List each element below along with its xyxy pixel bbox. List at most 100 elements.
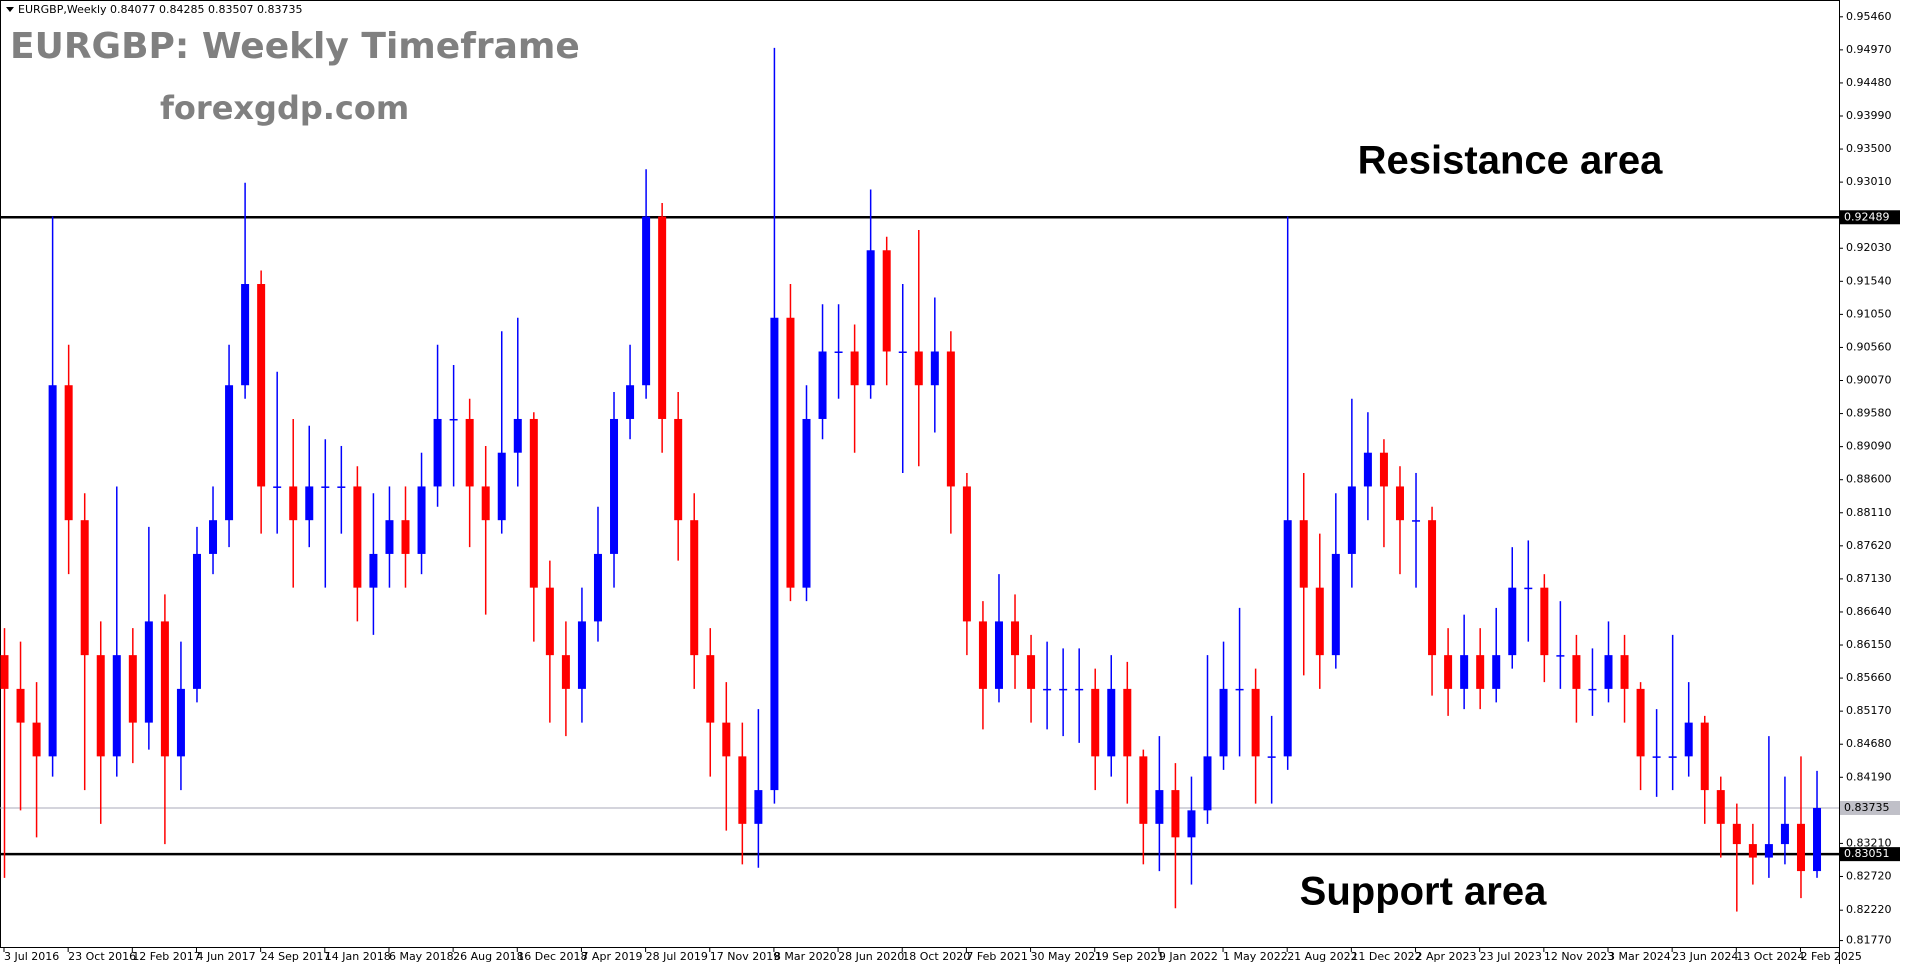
- candle-body: [497, 452, 506, 521]
- y-tick-label: 0.94480: [1846, 76, 1892, 89]
- candle-body: [1813, 807, 1822, 872]
- last-price-line-tag-label: 0.83735: [1844, 801, 1890, 814]
- candle-body: [16, 688, 25, 723]
- x-tick-label: 26 Aug 2018: [453, 950, 523, 963]
- candle-body: [1379, 452, 1388, 487]
- resistance-line-tag: [1840, 210, 1900, 225]
- y-tick-label: 0.88110: [1846, 506, 1892, 519]
- candle-body: [802, 418, 811, 588]
- candle-body: [209, 520, 218, 554]
- x-tick-label: 3 Jul 2016: [4, 950, 59, 963]
- candle-body: [946, 351, 955, 487]
- candle-body: [369, 553, 378, 588]
- candle-body: [257, 284, 266, 487]
- candle-body: [545, 587, 554, 656]
- candle-body: [1540, 587, 1549, 656]
- x-tick-label: 23 Oct 2016: [68, 950, 136, 963]
- candle-body: [1363, 452, 1372, 487]
- candle-body: [754, 790, 763, 824]
- y-tick-label: 0.87130: [1846, 572, 1892, 585]
- candle-body: [321, 486, 330, 488]
- candle-body: [1395, 486, 1404, 521]
- x-tick-label: 2 Apr 2023: [1416, 950, 1477, 963]
- candle-body: [1299, 520, 1308, 588]
- candle-body: [690, 520, 699, 656]
- candle-body: [914, 351, 923, 386]
- resistance-line-tag-label: 0.92489: [1844, 210, 1890, 223]
- candle-body: [1219, 688, 1228, 757]
- y-tick-label: 0.93990: [1846, 109, 1892, 122]
- marks: [0, 47, 1839, 912]
- candle-body: [305, 486, 314, 521]
- x-tick-label: 16 Dec 2018: [517, 950, 587, 963]
- y-tick-label: 0.89580: [1846, 407, 1892, 420]
- x-tick-label: 17 Nov 2019: [710, 950, 780, 963]
- candle-body: [1668, 756, 1677, 758]
- y-tick-label: 0.86150: [1846, 638, 1892, 651]
- menu-arrow: [6, 7, 14, 12]
- candle-body: [1315, 587, 1324, 656]
- x-tick-label: 24 Sep 2017: [261, 950, 331, 963]
- x-tick-label: 28 Jun 2020: [838, 950, 904, 963]
- y-tick-label: 0.94970: [1846, 43, 1892, 56]
- support-line-tag-label: 0.83051: [1844, 847, 1890, 860]
- candle-body: [1604, 655, 1613, 689]
- x-tick-label: 19 Sep 2021: [1095, 950, 1165, 963]
- candle-body: [642, 216, 651, 386]
- x-tick-label: 21 Aug 2022: [1287, 950, 1357, 963]
- y-tick-label: 0.85660: [1846, 671, 1892, 684]
- candle-body: [1155, 790, 1164, 824]
- candle-body: [529, 418, 538, 588]
- candle-body: [1460, 655, 1469, 689]
- candle-body: [866, 250, 875, 386]
- candle-body: [1588, 688, 1597, 691]
- candle-body: [1524, 587, 1533, 590]
- candle-body: [1107, 688, 1116, 757]
- candle-body: [385, 520, 394, 554]
- x-tick-label: 30 May 2021: [1031, 950, 1103, 963]
- y-tick-label: 0.90560: [1846, 340, 1892, 353]
- candle-body: [513, 418, 522, 453]
- x-tick-label: 4 Jun 2017: [196, 950, 255, 963]
- x-tick-label: 28 Jul 2019: [646, 950, 708, 963]
- candle-body: [1492, 655, 1501, 689]
- candle-body: [722, 722, 731, 757]
- candle-body: [1331, 553, 1340, 656]
- candle-body: [1059, 688, 1068, 691]
- candle-body: [1684, 722, 1693, 757]
- candle-body: [1347, 486, 1356, 554]
- candle-body: [1636, 688, 1645, 757]
- candle-body: [80, 520, 89, 656]
- y-tick-label: 0.90070: [1846, 374, 1892, 387]
- candle-body: [561, 655, 570, 689]
- candle-body: [1412, 520, 1421, 522]
- candle-body: [192, 553, 201, 689]
- candle-body: [1748, 844, 1757, 858]
- candle-body: [1027, 655, 1036, 689]
- header: EURGBP,Weekly 0.84077 0.84285 0.83507 0.…: [18, 3, 303, 16]
- x-tick-label: 2 Feb 2025: [1800, 950, 1861, 963]
- x-tick-label: 23 Jul 2023: [1480, 950, 1542, 963]
- candle-body: [1043, 688, 1052, 691]
- y-tick-label: 0.84680: [1846, 737, 1892, 750]
- candle-body: [1716, 790, 1725, 824]
- candle-body: [738, 756, 747, 824]
- candle-body: [978, 621, 987, 689]
- x-tick-label: 11 Dec 2022: [1351, 950, 1421, 963]
- support-line-tag: [1840, 847, 1900, 862]
- candle-body: [962, 486, 971, 622]
- candle-body: [64, 385, 73, 521]
- candle-body: [850, 351, 859, 386]
- x-tick-label: 8 Mar 2020: [774, 950, 837, 963]
- candle-body: [353, 486, 362, 588]
- x-tick-label: 12 Feb 2017: [132, 950, 200, 963]
- candle-body: [128, 655, 137, 723]
- candle-body: [1139, 756, 1148, 824]
- candle-body: [144, 621, 153, 723]
- candle-body: [1476, 655, 1485, 689]
- candle-body: [225, 385, 234, 521]
- x-tick-label: 12 Nov 2023: [1544, 950, 1614, 963]
- y-tick-label: 0.88600: [1846, 473, 1892, 486]
- candle-body: [834, 351, 843, 353]
